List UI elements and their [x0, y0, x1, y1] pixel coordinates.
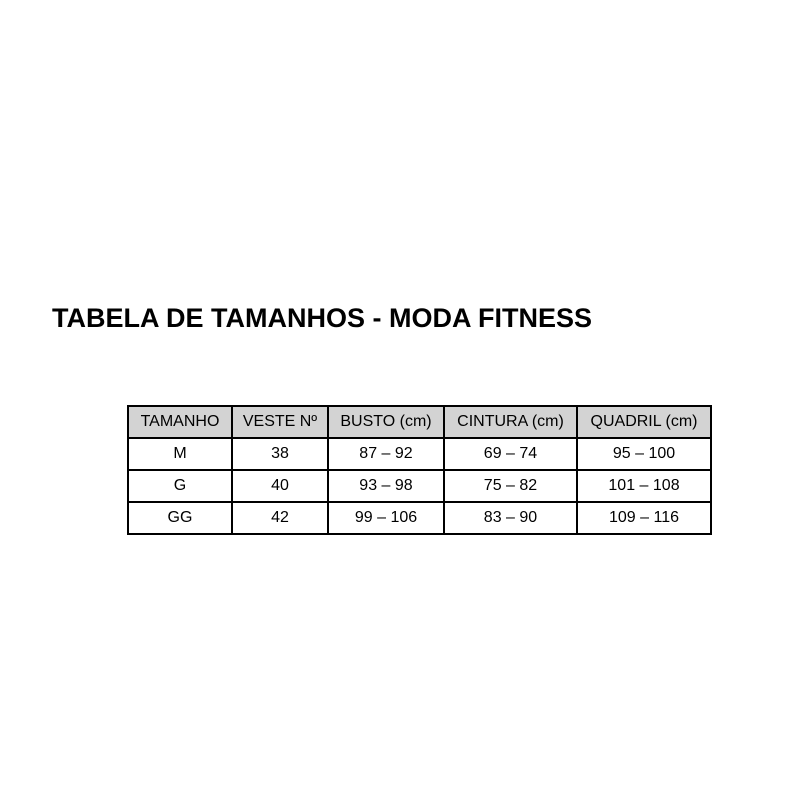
- size-table: TAMANHO VESTE Nº BUSTO (cm) CINTURA (cm)…: [127, 405, 712, 535]
- cell-cintura: 69 – 74: [443, 437, 578, 471]
- column-header-tamanho: TAMANHO: [127, 405, 233, 439]
- cell-veste: 38: [231, 437, 329, 471]
- cell-quadril: 95 – 100: [576, 437, 712, 471]
- table-row: M 38 87 – 92 69 – 74 95 – 100: [127, 437, 712, 471]
- table-row: GG 42 99 – 106 83 – 90 109 – 116: [127, 501, 712, 535]
- cell-veste: 40: [231, 469, 329, 503]
- column-header-veste: VESTE Nº: [231, 405, 329, 439]
- table-header-row: TAMANHO VESTE Nº BUSTO (cm) CINTURA (cm)…: [127, 405, 712, 439]
- cell-size: GG: [127, 501, 233, 535]
- cell-quadril: 109 – 116: [576, 501, 712, 535]
- cell-cintura: 83 – 90: [443, 501, 578, 535]
- cell-busto: 93 – 98: [327, 469, 445, 503]
- cell-size: G: [127, 469, 233, 503]
- cell-veste: 42: [231, 501, 329, 535]
- column-header-quadril: QUADRIL (cm): [576, 405, 712, 439]
- table-row: G 40 93 – 98 75 – 82 101 – 108: [127, 469, 712, 503]
- cell-busto: 99 – 106: [327, 501, 445, 535]
- cell-size: M: [127, 437, 233, 471]
- column-header-busto: BUSTO (cm): [327, 405, 445, 439]
- column-header-cintura: CINTURA (cm): [443, 405, 578, 439]
- cell-busto: 87 – 92: [327, 437, 445, 471]
- cell-quadril: 101 – 108: [576, 469, 712, 503]
- page-title: TABELA DE TAMANHOS - MODA FITNESS: [52, 303, 592, 333]
- cell-cintura: 75 – 82: [443, 469, 578, 503]
